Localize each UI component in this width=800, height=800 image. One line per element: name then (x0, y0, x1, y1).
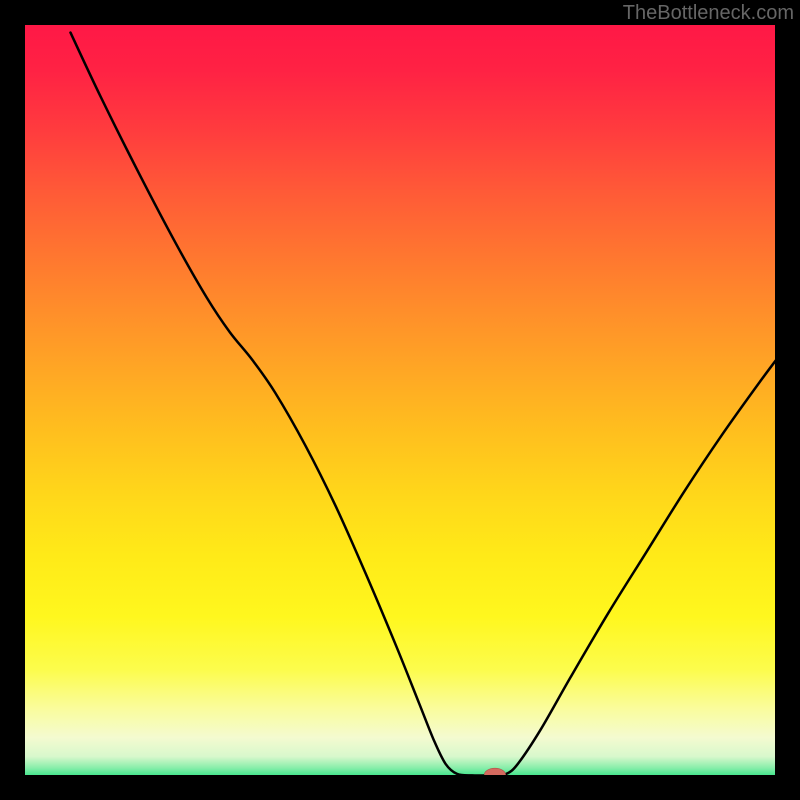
watermark-text: TheBottleneck.com (623, 2, 794, 25)
plot-background (25, 25, 783, 783)
bottleneck-chart (0, 0, 800, 800)
chart-container: TheBottleneck.com (0, 0, 800, 800)
